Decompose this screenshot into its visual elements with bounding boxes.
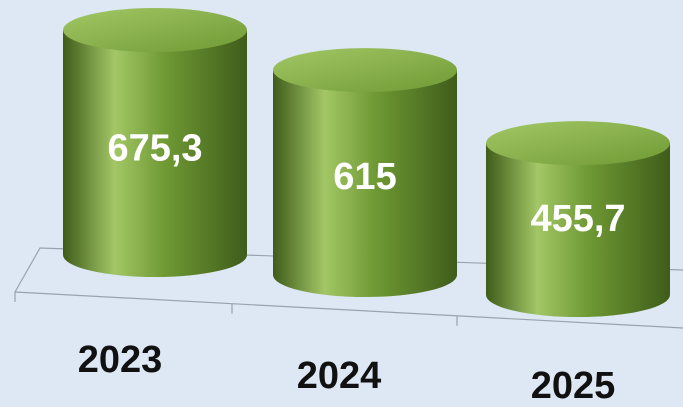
- bar-2024: [273, 70, 457, 298]
- value-label-2025: 455,7: [530, 198, 625, 240]
- bar-top-2024: [273, 48, 457, 93]
- bar-top-2025: [486, 121, 670, 166]
- category-label-2023: 2023: [78, 339, 163, 381]
- category-label-2024: 2024: [297, 355, 382, 397]
- axis-baseline: [14, 291, 683, 329]
- value-label-2023: 675,3: [107, 128, 202, 170]
- axis-floor-line: [14, 247, 683, 293]
- bar-top-2023: [63, 8, 247, 52]
- category-label-2025: 2025: [531, 365, 616, 402]
- bar-2025: [486, 143, 670, 317]
- bar-2023: [63, 30, 247, 277]
- value-label-2024: 615: [333, 156, 396, 198]
